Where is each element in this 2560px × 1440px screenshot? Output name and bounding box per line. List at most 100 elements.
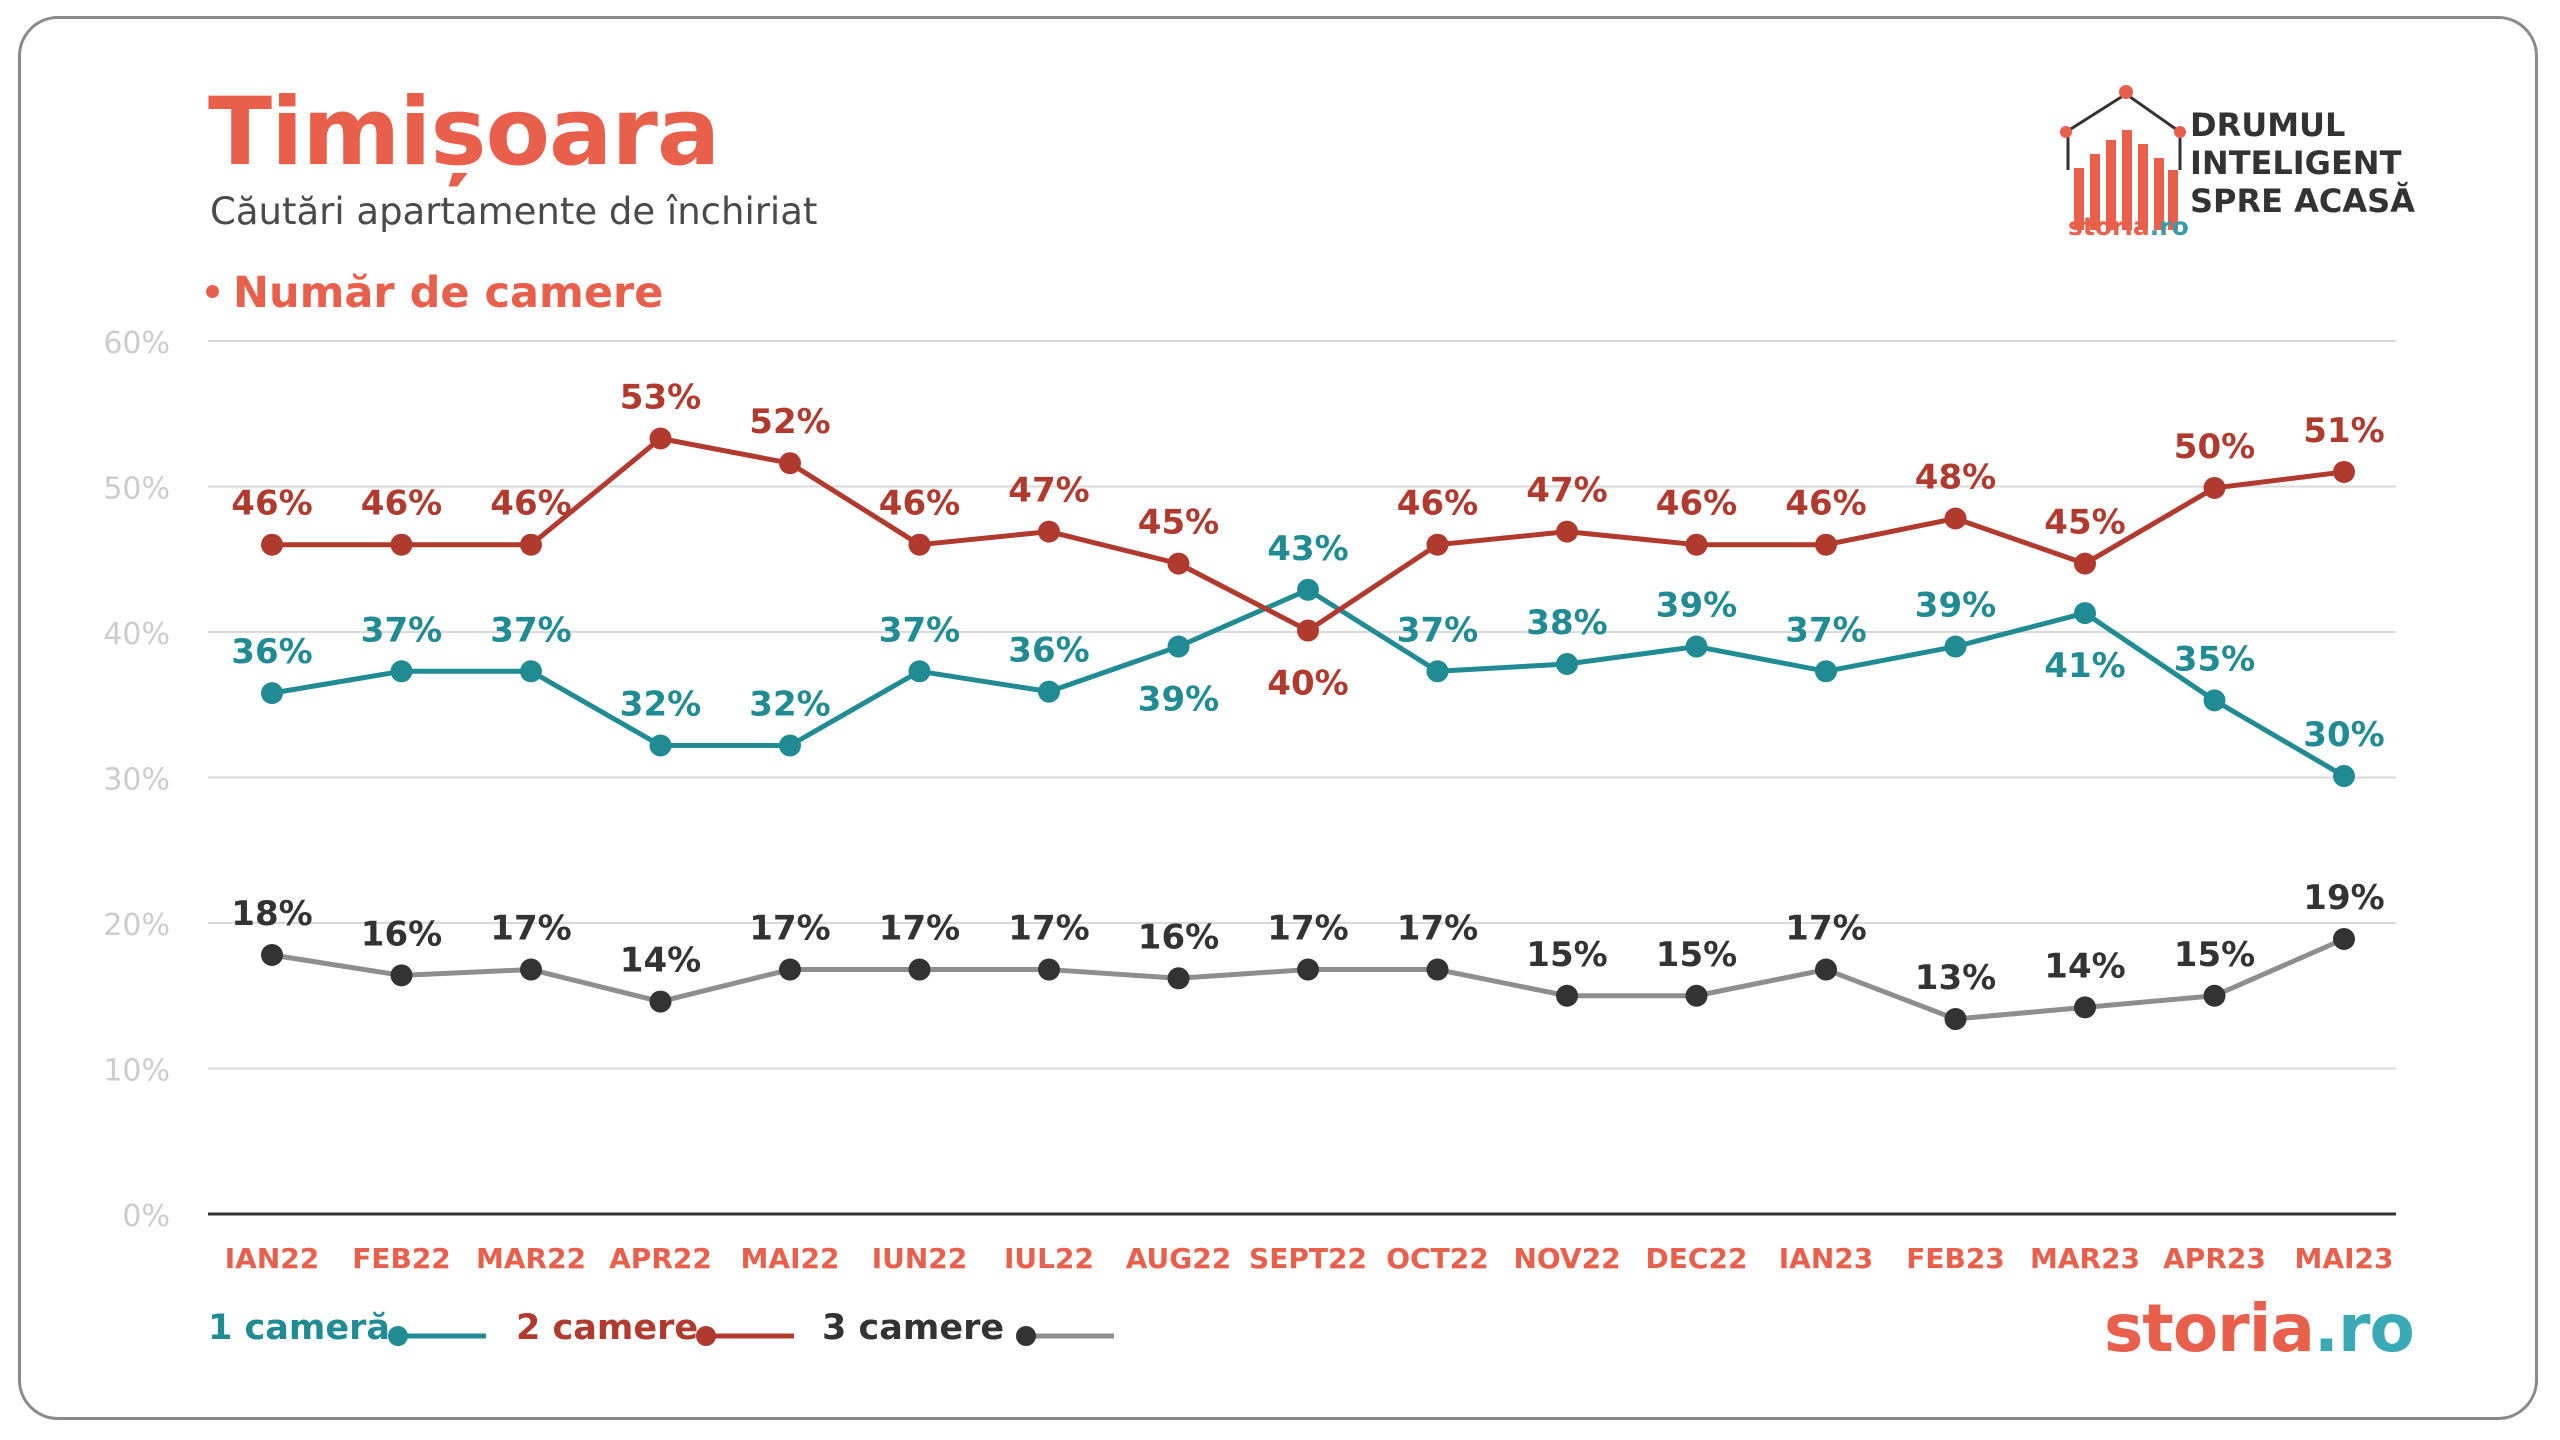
data-point bbox=[1297, 958, 1319, 981]
data-point bbox=[649, 734, 672, 757]
data-point bbox=[1297, 619, 1319, 642]
data-point bbox=[779, 734, 801, 757]
y-tick-label: 50% bbox=[103, 472, 170, 507]
x-tick-label: APR22 bbox=[609, 1242, 712, 1275]
data-label: 16% bbox=[1138, 917, 1219, 957]
data-point bbox=[1426, 958, 1449, 981]
data-label: 17% bbox=[1008, 909, 1089, 949]
data-label: 46% bbox=[231, 484, 312, 524]
brand-big-main: storia bbox=[2104, 1290, 2315, 1367]
bullet-icon bbox=[206, 285, 219, 298]
data-label: 30% bbox=[2303, 715, 2384, 755]
data-point bbox=[1815, 958, 1837, 981]
legend-label: 3 camere bbox=[822, 1308, 1005, 1348]
data-point bbox=[1167, 635, 1190, 658]
legend-dot-icon bbox=[696, 1326, 794, 1346]
data-point bbox=[779, 452, 801, 475]
data-point bbox=[1944, 507, 1967, 530]
data-label: 36% bbox=[231, 632, 312, 672]
data-point bbox=[520, 533, 542, 556]
data-point bbox=[2074, 602, 2096, 625]
data-label: 45% bbox=[2044, 503, 2125, 543]
x-tick-label: FEB22 bbox=[352, 1242, 451, 1275]
data-label: 17% bbox=[490, 909, 571, 949]
legend-label: 2 camere bbox=[516, 1308, 699, 1348]
data-label: 46% bbox=[1656, 484, 1737, 524]
data-label: 46% bbox=[1785, 484, 1866, 524]
page-title: Timișoara bbox=[208, 78, 720, 187]
y-tick-label: 40% bbox=[103, 617, 170, 652]
data-label: 46% bbox=[490, 484, 571, 524]
data-point bbox=[1038, 520, 1060, 543]
brand-logo: storia.ro bbox=[2104, 1290, 2415, 1367]
data-point bbox=[1556, 984, 1578, 1007]
data-point bbox=[1426, 660, 1449, 683]
data-point bbox=[908, 958, 931, 981]
data-label: 15% bbox=[1656, 935, 1737, 975]
page-subtitle: Căutări apartamente de închiriat bbox=[210, 190, 818, 233]
data-label: 13% bbox=[1915, 958, 1996, 998]
data-point bbox=[1038, 680, 1060, 703]
x-tick-label: MAR22 bbox=[476, 1242, 586, 1275]
data-point bbox=[520, 660, 542, 683]
data-point bbox=[1685, 984, 1708, 1007]
x-tick-label: SEPT22 bbox=[1249, 1242, 1367, 1275]
data-label: 51% bbox=[2303, 411, 2384, 451]
data-point bbox=[261, 682, 283, 705]
x-tick-label: AUG22 bbox=[1126, 1242, 1232, 1275]
data-point bbox=[2203, 984, 2226, 1007]
data-point bbox=[1167, 552, 1190, 575]
data-point bbox=[2333, 460, 2355, 483]
brand-big-tld: .ro bbox=[2313, 1290, 2415, 1367]
brand-logo-small: storia.ro bbox=[2068, 212, 2189, 241]
card-frame bbox=[18, 16, 2538, 1420]
legend-label: 1 cameră bbox=[208, 1308, 390, 1348]
data-label: 36% bbox=[1008, 631, 1089, 671]
data-point bbox=[1944, 1008, 1967, 1031]
data-point bbox=[2333, 765, 2355, 788]
data-label: 35% bbox=[2174, 639, 2255, 679]
data-label: 41% bbox=[2044, 646, 2125, 686]
data-label: 39% bbox=[1656, 586, 1737, 626]
data-point bbox=[908, 533, 931, 556]
data-label: 37% bbox=[1785, 610, 1866, 650]
x-tick-label: MAI22 bbox=[741, 1242, 840, 1275]
y-tick-label: 30% bbox=[103, 763, 170, 798]
x-tick-label: IAN23 bbox=[1779, 1242, 1874, 1275]
data-label: 39% bbox=[1138, 680, 1219, 720]
x-tick-label: NOV22 bbox=[1513, 1242, 1620, 1275]
x-tick-label: IAN22 bbox=[225, 1242, 320, 1275]
data-point bbox=[649, 990, 672, 1013]
data-label: 17% bbox=[879, 909, 960, 949]
data-label: 40% bbox=[1267, 664, 1348, 704]
data-point bbox=[1167, 967, 1190, 990]
y-tick-label: 0% bbox=[122, 1199, 170, 1234]
x-tick-label: IUN22 bbox=[872, 1242, 968, 1275]
brand-small-main: storia bbox=[2068, 212, 2150, 241]
x-tick-label: MAR23 bbox=[2030, 1242, 2140, 1275]
x-tick-label: MAI23 bbox=[2295, 1242, 2394, 1275]
data-label: 15% bbox=[1526, 935, 1607, 975]
data-point bbox=[390, 533, 413, 556]
data-label: 17% bbox=[1397, 909, 1478, 949]
data-label: 50% bbox=[2174, 427, 2255, 467]
data-point bbox=[1944, 635, 1967, 658]
data-label: 17% bbox=[1267, 909, 1348, 949]
data-point bbox=[1815, 660, 1837, 683]
x-tick-label: FEB23 bbox=[1906, 1242, 2005, 1275]
data-label: 18% bbox=[231, 894, 312, 934]
data-label: 32% bbox=[749, 684, 830, 724]
data-label: 47% bbox=[1526, 471, 1607, 511]
data-label: 47% bbox=[1008, 471, 1089, 511]
data-point bbox=[390, 964, 413, 987]
data-point bbox=[1038, 958, 1060, 981]
data-point bbox=[1556, 520, 1578, 543]
data-label: 37% bbox=[879, 610, 960, 650]
data-point bbox=[2333, 928, 2355, 951]
brand-tagline: DRUMUL INTELIGENT SPRE ACASĂ bbox=[2190, 106, 2415, 220]
data-label: 53% bbox=[620, 377, 701, 417]
y-tick-label: 10% bbox=[103, 1054, 170, 1089]
data-label: 37% bbox=[361, 610, 442, 650]
data-point bbox=[1815, 533, 1837, 556]
x-tick-label: DEC22 bbox=[1646, 1242, 1748, 1275]
